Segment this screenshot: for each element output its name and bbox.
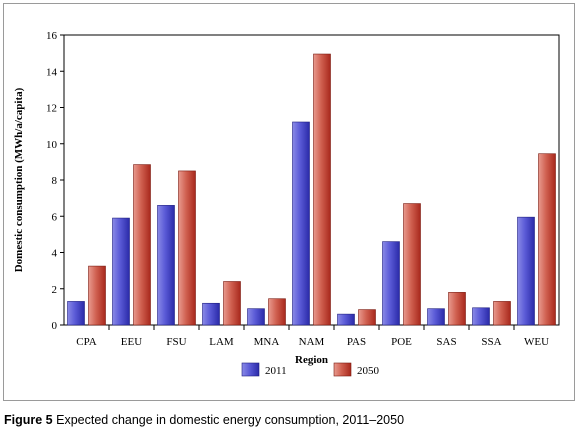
bar-2011-WEU [517,216,535,326]
bar-2050-NAM [313,53,331,326]
bar-2011-LAM [202,302,220,326]
bar-2050-WEU [538,153,556,326]
caption-text: Expected change in domestic energy consu… [56,413,405,427]
x-tick-label: PAS [347,336,366,348]
y-tick-label: 4 [52,248,58,260]
bar-2050-POE [403,203,421,326]
bar-2050-LAM [223,281,241,326]
bar-2011-SAS [427,308,445,326]
bar-2011-PAS [337,313,355,326]
chart-frame: 0 2 4 6 8 10 12 14 16 CPA EEU FSU LAM MNA NAM PAS POE SAS… [3,3,575,401]
x-tick-label: NAM [299,336,325,348]
x-axis-title: Region [295,354,328,366]
bar-chart: 0 2 4 6 8 10 12 14 16 CPA EEU FSU LAM MNA NAM PAS POE SAS… [13,30,560,377]
bar-2050-CPA [88,265,106,326]
caption-label: Figure 5 [4,413,53,427]
y-tick-label: 0 [52,320,58,332]
x-tick-label: FSU [166,336,186,348]
legend-swatch-2050 [333,362,352,377]
bar-2011-FSU [157,205,175,326]
x-tick-label: CPA [76,336,96,348]
y-tick-label: 12 [46,103,57,115]
bar-2050-SAS [448,292,466,326]
bar-2011-SSA [472,307,490,326]
bar-2011-POE [382,241,400,326]
y-tick-label: 14 [46,66,58,78]
y-tick-label: 10 [46,139,58,151]
bar-2050-SSA [493,301,511,326]
figure-caption: Figure 5 Expected change in domestic ene… [4,413,576,427]
bar-2050-EEU [133,164,151,326]
legend-label-2050: 2050 [357,365,380,377]
bar-2011-MNA [247,308,265,326]
x-tick-label: SAS [436,336,456,348]
bar-2011-NAM [292,121,310,326]
x-tick-label: EEU [121,336,142,348]
bar-2050-PAS [358,309,376,326]
y-tick-label: 6 [52,211,58,223]
legend-label-2011: 2011 [265,365,287,377]
y-axis-title: Domestic consumption (MWh/a/capita) [13,87,25,272]
x-tick-label: WEU [524,336,549,348]
y-tick-label: 16 [46,30,58,42]
bar-2050-FSU [178,170,196,326]
y-tick-label: 8 [52,175,58,187]
x-tick-label: SSA [481,336,501,348]
x-tick-label: MNA [254,336,280,348]
bar-2011-CPA [67,301,85,326]
x-tick-label: POE [391,336,412,348]
x-tick-label: LAM [209,336,234,348]
legend-swatch-2011 [241,362,260,377]
bar-2011-EEU [112,217,130,326]
y-tick-label: 2 [52,284,58,296]
bar-2050-MNA [268,298,286,326]
